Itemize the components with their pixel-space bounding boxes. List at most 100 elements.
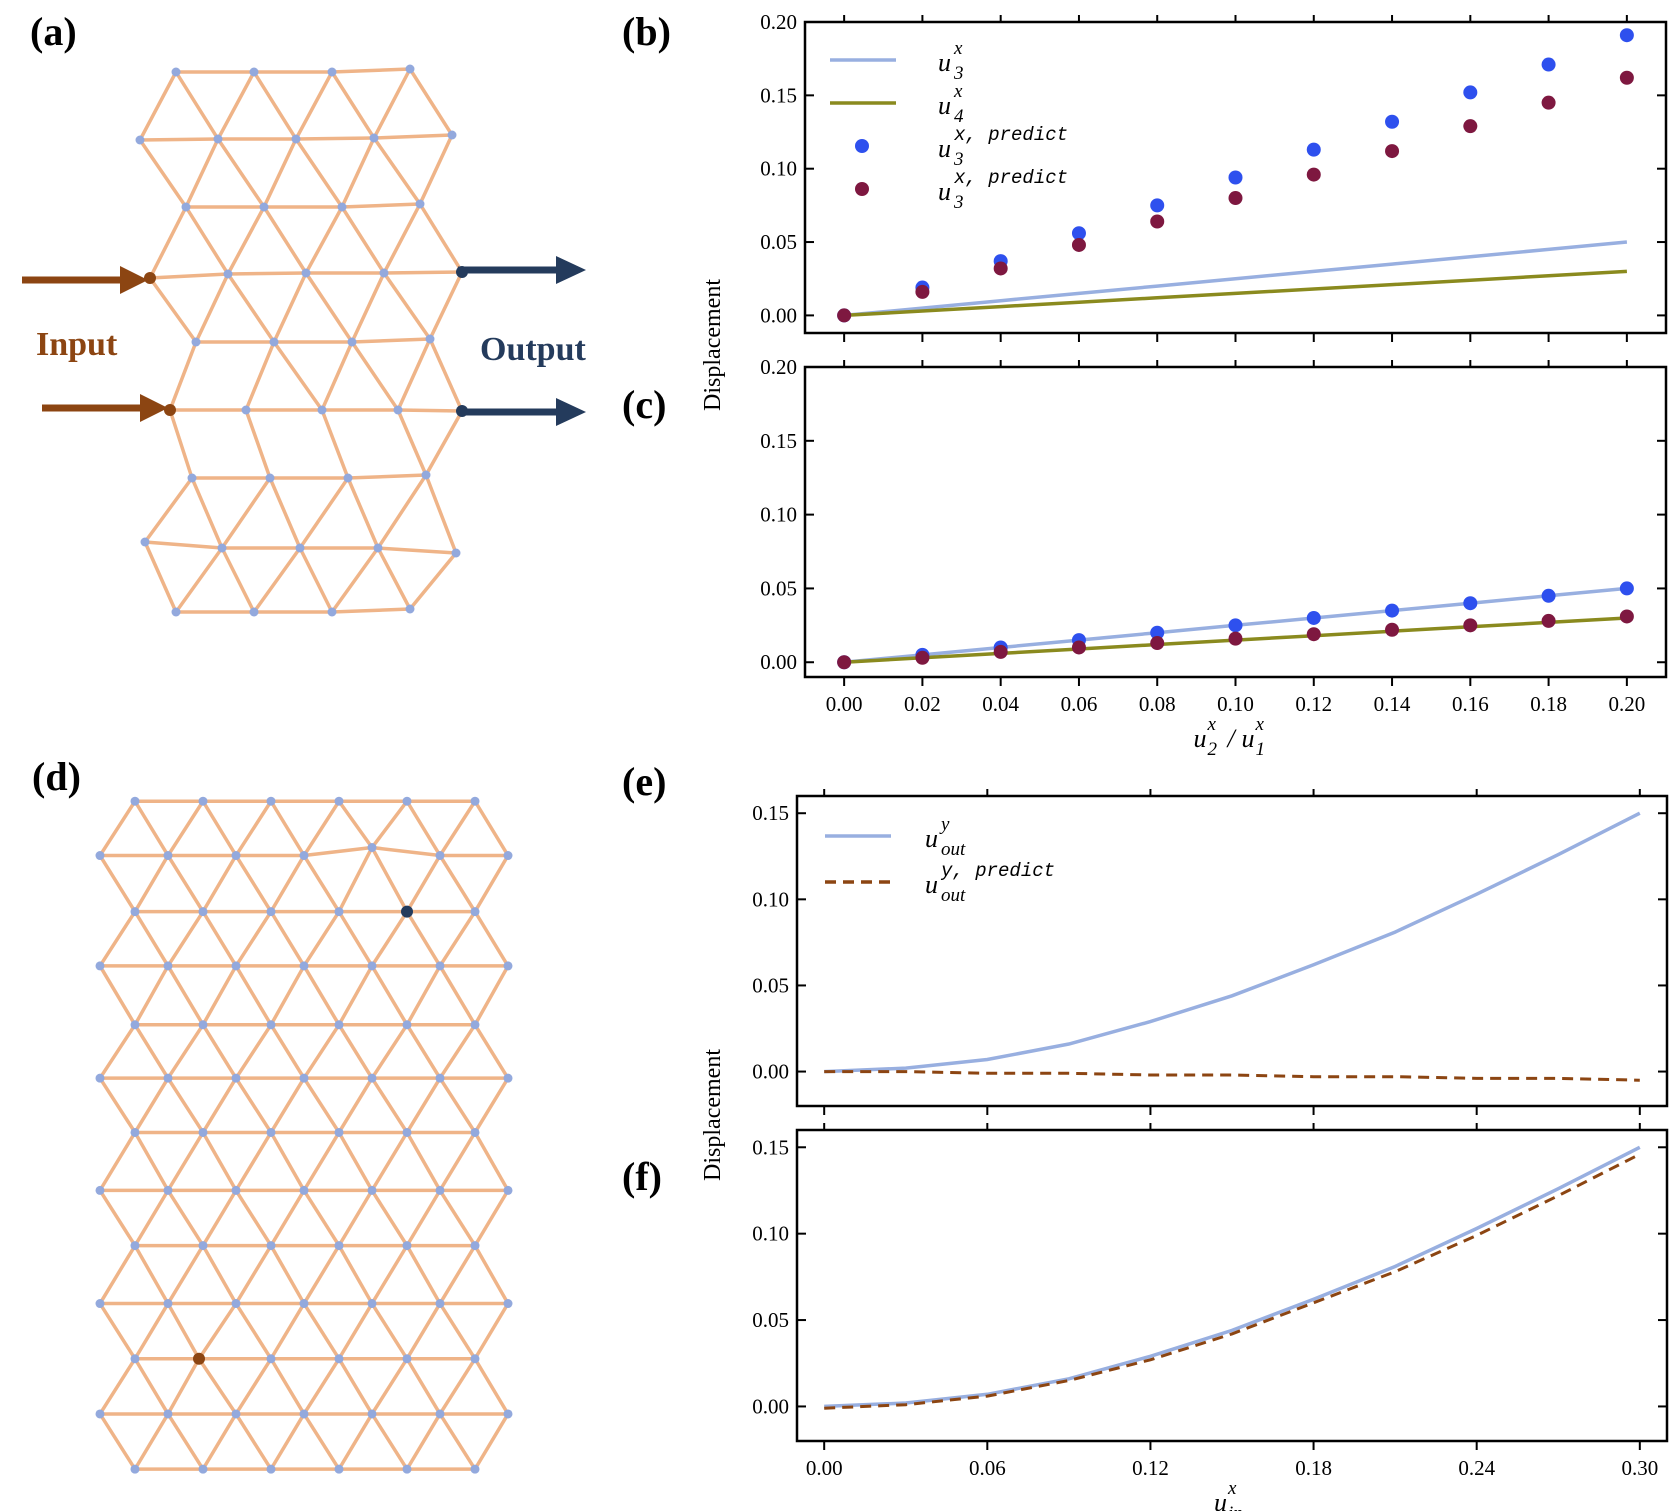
y-tick-label: 0.10 <box>752 1222 789 1246</box>
lattice-edge <box>133 1244 170 1305</box>
lattice-node <box>435 1185 445 1195</box>
lattice-edge <box>269 1131 306 1192</box>
lattice-edge <box>424 410 464 476</box>
lattice-edge <box>337 846 374 913</box>
lattice-edge <box>438 1023 477 1080</box>
lattice-node <box>334 1127 344 1137</box>
lattice-edge <box>98 854 137 913</box>
lattice-edge <box>405 800 442 857</box>
lattice-edge <box>174 71 220 140</box>
lattice-node <box>402 796 412 806</box>
lattice-edge <box>340 137 376 208</box>
lattice-edge <box>143 541 178 613</box>
data-point-u4p <box>1541 613 1556 628</box>
legend-label: u <box>938 48 951 77</box>
y-tick-label: 0.15 <box>760 83 797 107</box>
lattice-edge <box>376 547 412 610</box>
lattice-edge <box>370 1023 409 1080</box>
lattice-node <box>198 796 208 806</box>
lattice-edge <box>370 800 409 849</box>
lattice-node <box>140 537 150 547</box>
lattice-node <box>231 1409 241 1419</box>
lattice-edge <box>166 1357 201 1415</box>
lattice-node <box>470 796 480 806</box>
lattice-edge <box>302 910 341 967</box>
y-tick-label: 0.10 <box>760 503 797 527</box>
lattice-node <box>334 1354 344 1364</box>
legend-superscript: x <box>953 38 963 59</box>
lattice-edge <box>373 133 453 140</box>
lattice-edge <box>302 1131 341 1192</box>
input-arrow-bottom <box>42 394 168 422</box>
lattice-node <box>373 543 383 553</box>
x-axis-label-part: / <box>1226 724 1238 753</box>
data-point-u4p <box>1071 640 1086 655</box>
lattice-edge <box>408 551 458 611</box>
data-point-u3p <box>1150 198 1165 213</box>
lattice-node <box>402 1354 412 1364</box>
data-point-u4p <box>1150 636 1165 651</box>
lattice-edge <box>201 1244 238 1305</box>
lattice-node <box>470 1020 480 1030</box>
lattice-edge <box>269 910 306 967</box>
lattice-node <box>503 1073 513 1083</box>
lattice-edge <box>397 408 463 413</box>
legend-marker <box>855 182 869 196</box>
lattice-edge <box>220 547 256 613</box>
data-point-u3p <box>1071 226 1086 241</box>
lattice-edge <box>98 1189 137 1247</box>
lattice-edge <box>350 341 400 411</box>
lattice-edge <box>244 341 276 411</box>
y-tick-label: 0.15 <box>760 429 797 453</box>
legend-subscript: out <box>941 839 966 860</box>
lattice-edge <box>166 1131 205 1192</box>
lattice-node <box>130 1354 140 1364</box>
lattice-edge <box>428 338 464 412</box>
data-point-u4p <box>1619 609 1634 624</box>
x-tick-label: 0.04 <box>982 692 1019 716</box>
lattice-edge <box>166 1302 201 1360</box>
lattice-edge <box>438 1413 477 1471</box>
lattice-edge <box>234 910 273 967</box>
x-axis-label-part: in <box>1228 1503 1243 1511</box>
lattice-node <box>249 67 259 77</box>
lattice-edge <box>133 910 170 967</box>
x-tick-label: 0.06 <box>969 1456 1006 1480</box>
lattice-edge <box>227 271 307 276</box>
y-tick-label: 0.10 <box>760 157 797 181</box>
legend-subscript: 3 <box>953 149 964 170</box>
lattice-edge <box>405 1302 442 1360</box>
lattice-node <box>130 796 140 806</box>
lattice-edge <box>98 1413 137 1471</box>
lattice-edge <box>346 477 380 549</box>
lattice-edge <box>302 1189 341 1247</box>
lattice-edge <box>234 1131 273 1192</box>
lattice-edge <box>234 854 273 913</box>
panel-label-e: (e) <box>622 759 666 804</box>
lattice-edge <box>168 341 198 411</box>
lattice-edge <box>331 67 411 74</box>
lattice-node <box>327 607 337 617</box>
lattice-node <box>435 851 445 861</box>
lattice-edge <box>201 800 238 857</box>
legend-label: u <box>938 91 951 120</box>
lattice-edge <box>302 854 341 913</box>
lattice-node <box>198 907 208 917</box>
x-axis-label-part: 1 <box>1256 739 1266 760</box>
legend-superscript: x, predict <box>953 167 1068 189</box>
lattice-edge <box>347 473 427 480</box>
data-point-u3p <box>1385 114 1400 129</box>
lattice-edge <box>337 1357 374 1415</box>
lattice-edge <box>269 1357 306 1415</box>
y-tick-label: 0.00 <box>760 650 797 674</box>
x-axis-label-part: x <box>1227 1478 1237 1499</box>
lattice-node <box>367 1299 377 1309</box>
lattice-edge <box>405 1413 442 1471</box>
data-point-u3p <box>1619 581 1634 596</box>
data-point-u3p2 <box>1071 237 1086 252</box>
lattice-node <box>470 1241 480 1251</box>
x-tick-label: 0.00 <box>806 1456 843 1480</box>
lattice-node <box>95 1409 105 1419</box>
lattice-node <box>163 1185 173 1195</box>
